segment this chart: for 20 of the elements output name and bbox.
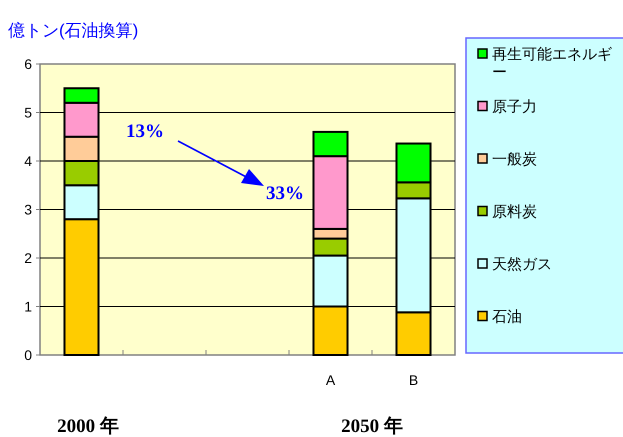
- legend-label: 一般炭: [492, 151, 537, 168]
- annotation: 33%: [266, 183, 304, 204]
- y-axis-title: 億トン(石油換算): [8, 21, 138, 40]
- y-tick-label: 2: [24, 250, 32, 266]
- legend-label: 原料炭: [492, 204, 537, 220]
- x-tick-label: B: [408, 372, 418, 388]
- y-tick-label: 0: [24, 347, 32, 363]
- y-tick-label: 5: [24, 104, 32, 120]
- legend-label: 再生可能エネルギー: [492, 46, 612, 81]
- legend-label: 原子力: [492, 98, 537, 116]
- y-tick-label: 6: [24, 56, 32, 72]
- annotation: 13%: [126, 121, 164, 142]
- text: 2050 年: [341, 416, 403, 437]
- y-tick-label: 3: [24, 202, 32, 218]
- y-tick-label: 1: [24, 298, 32, 314]
- x-tick-label: A: [326, 372, 336, 388]
- y-tick-label: 4: [24, 153, 32, 169]
- text: 2000 年: [57, 416, 119, 437]
- legend-label: 石油: [492, 308, 522, 326]
- legend-label: 天然ガス: [492, 256, 552, 273]
